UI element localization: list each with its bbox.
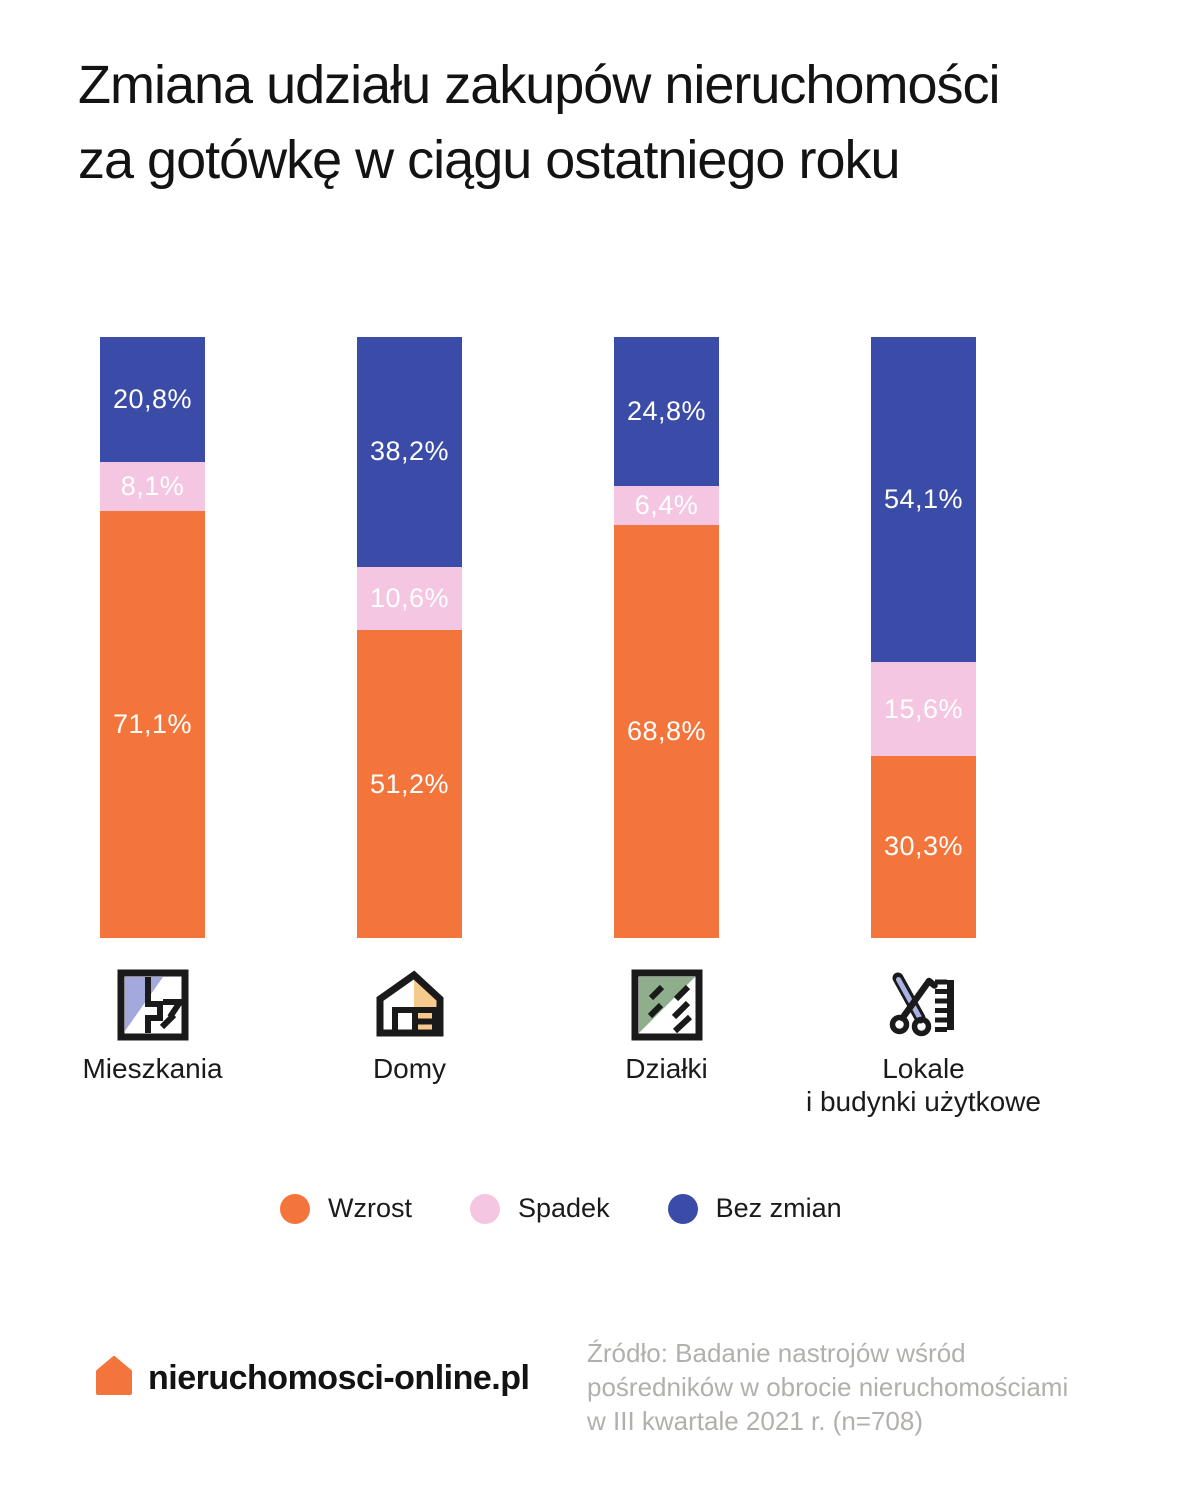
brand-name: nieruchomosci-online.pl xyxy=(148,1358,530,1397)
legend-label: Wzrost xyxy=(328,1193,412,1223)
scissors-comb-icon xyxy=(888,966,960,1044)
bar-segment: 54,1% xyxy=(871,337,976,663)
category-label-line: Domy xyxy=(372,1053,447,1084)
land-plot-icon xyxy=(631,966,703,1044)
stacked-bar: 24,8% 6,4% 68,8% xyxy=(614,337,719,938)
categories-row: Mieszkania Domy xyxy=(24,966,1052,1118)
category-label-line: Lokale xyxy=(882,1053,965,1084)
legend-dot-wzrost xyxy=(280,1193,310,1224)
legend-item-wzrost: Wzrost xyxy=(280,1193,412,1224)
segment-value-label: 15,6% xyxy=(883,693,964,724)
stacked-bar: 54,1% 15,6% 30,3% xyxy=(871,337,976,938)
bar-segment: 71,1% xyxy=(100,510,205,938)
source-note: Źródło: Badanie nastrojów wśród pośredni… xyxy=(587,1336,1068,1438)
legend-dot-spadek xyxy=(470,1193,500,1224)
category-label-line: Działki xyxy=(625,1053,708,1084)
legend-dot-bez-zmian xyxy=(667,1193,698,1224)
title-line-2: za gotówkę w ciągu ostatniego roku xyxy=(78,130,901,190)
segment-value-label: 6,4% xyxy=(634,489,699,520)
source-line: Źródło: Badanie nastrojów wśród xyxy=(587,1338,966,1368)
apartment-floorplan-icon xyxy=(117,966,189,1044)
segment-value-label: 68,8% xyxy=(626,715,707,746)
segment-value-label: 20,8% xyxy=(112,384,193,414)
bar-segment: 20,8% xyxy=(100,337,205,462)
page-title: Zmiana udziału zakupów nieruchomości za … xyxy=(78,48,1000,198)
bar-segment: 51,2% xyxy=(357,630,462,938)
category-cell-mieszkania: Mieszkania xyxy=(24,966,281,1118)
category-label: Mieszkania xyxy=(82,1052,222,1085)
legend-item-bez-zmian: Bez zmian xyxy=(667,1193,842,1224)
category-label-line: Mieszkania xyxy=(82,1053,223,1084)
stacked-bar: 20,8% 8,1% 71,1% xyxy=(100,337,205,938)
bar-segment: 38,2% xyxy=(357,337,462,567)
legend-label: Bez zmian xyxy=(715,1193,842,1223)
bars-row: 20,8% 8,1% 71,1% 38,2% 10,6% 51,2% 24,8% 6,4% 68… xyxy=(100,337,977,938)
segment-value-label: 10,6% xyxy=(369,582,450,613)
segment-value-label: 54,1% xyxy=(883,484,964,515)
bar-segment: 10,6% xyxy=(357,566,462,631)
bar-segment: 24,8% xyxy=(614,337,719,487)
category-cell-lokale: Lokale i budynki użytkowe xyxy=(795,966,1052,1118)
house-logo-icon xyxy=(95,1355,133,1401)
legend-item-spadek: Spadek xyxy=(470,1193,610,1224)
segment-value-label: 8,1% xyxy=(120,470,185,501)
bar-segment: 8,1% xyxy=(100,462,205,511)
category-cell-dzialki: Działki xyxy=(538,966,795,1118)
bar-segment: 6,4% xyxy=(614,486,719,525)
legend-label: Spadek xyxy=(518,1193,610,1223)
bar-segment: 68,8% xyxy=(614,524,719,938)
segment-value-label: 38,2% xyxy=(369,436,450,467)
source-line: w III kwartale 2021 r. (n=708) xyxy=(587,1406,924,1436)
brand: nieruchomosci-online.pl xyxy=(95,1355,530,1401)
segment-value-label: 30,3% xyxy=(883,831,964,862)
bar-segment: 15,6% xyxy=(871,662,976,756)
stacked-bar: 38,2% 10,6% 51,2% xyxy=(357,337,462,938)
segment-value-label: 24,8% xyxy=(626,396,707,427)
title-line-1: Zmiana udziału zakupów nieruchomości xyxy=(78,55,1000,115)
segment-value-label: 51,2% xyxy=(369,768,450,799)
legend: Wzrost Spadek Bez zmian xyxy=(280,1193,842,1224)
source-line: pośredników w obrocie nieruchomościami xyxy=(587,1372,1069,1402)
category-cell-domy: Domy xyxy=(281,966,538,1118)
category-label: Działki xyxy=(625,1052,707,1085)
category-label: Domy xyxy=(373,1052,446,1085)
segment-value-label: 71,1% xyxy=(112,708,193,739)
category-label-line: i budynki użytkowe xyxy=(805,1086,1041,1117)
bar-segment: 30,3% xyxy=(871,755,976,938)
house-icon xyxy=(374,966,446,1044)
category-label: Lokale i budynki użytkowe xyxy=(806,1052,1041,1118)
